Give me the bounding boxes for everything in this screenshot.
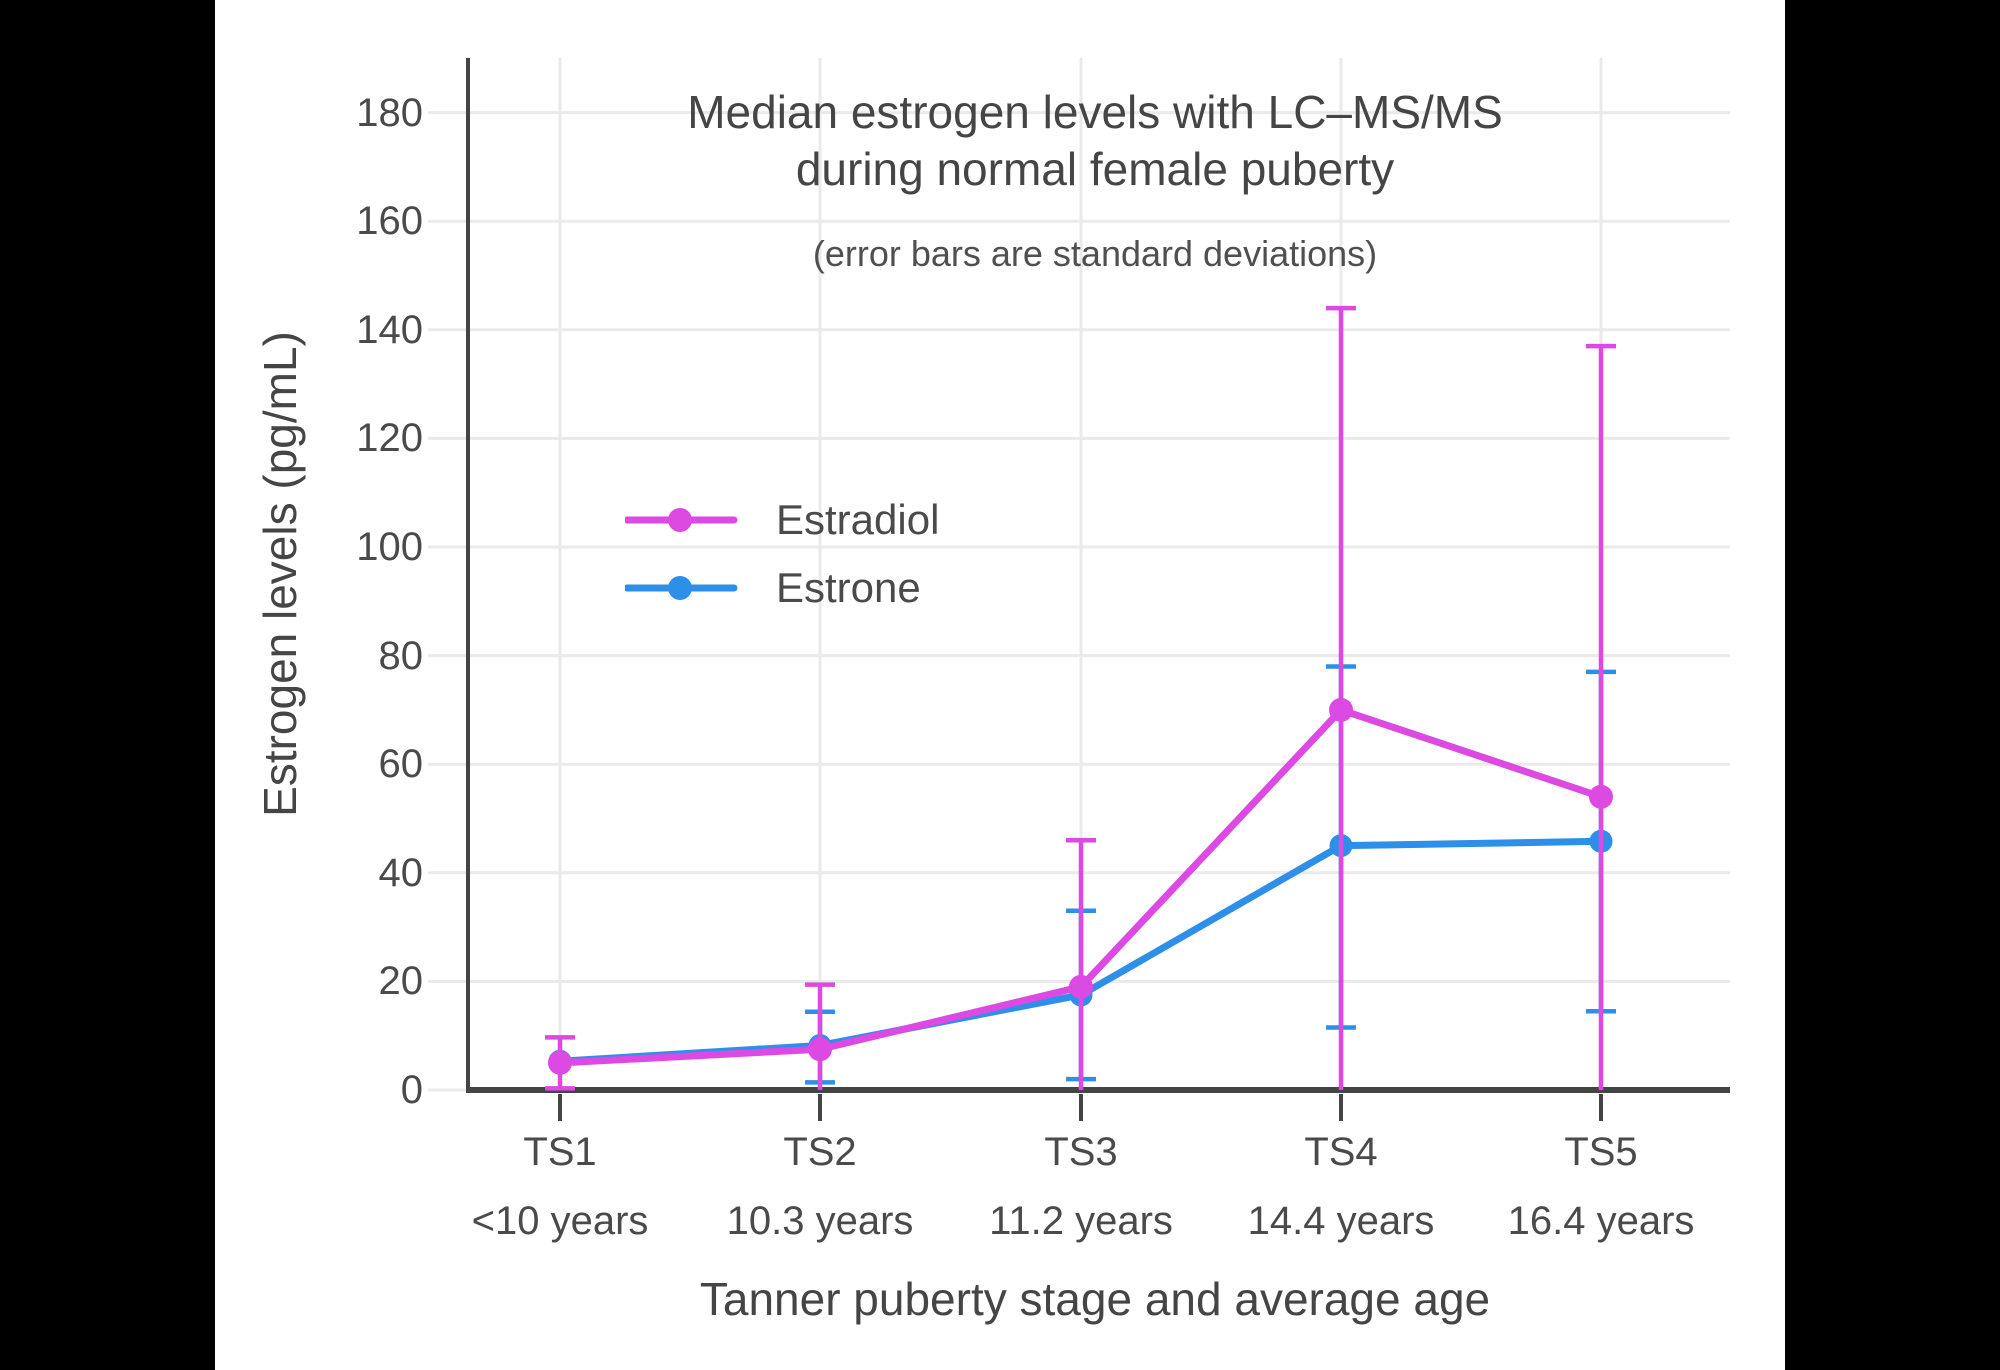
y-tick-label: 60 <box>378 742 424 787</box>
data-point-estradiol[interactable] <box>1589 784 1613 809</box>
chart-title-line2: during normal female puberty <box>795 143 1395 195</box>
legend-label-estrone: Estrone <box>776 564 921 611</box>
x-age-label: 16.4 years <box>1507 1199 1695 1243</box>
legend: Estradiol Estrone <box>625 486 939 622</box>
x-stage-label: TS4 <box>1304 1130 1378 1174</box>
chart-plot-area <box>428 58 1730 1121</box>
y-tick-label: 140 <box>356 307 423 352</box>
estrone-swatch-icon <box>625 576 738 600</box>
y-tick-label: 40 <box>378 850 424 895</box>
x-stage-label: TS5 <box>1564 1130 1638 1174</box>
x-age-label: 11.2 years <box>989 1199 1173 1243</box>
x-stage-label: TS3 <box>1044 1130 1118 1174</box>
y-tick-label: 0 <box>400 1068 423 1112</box>
x-stage-label: TS2 <box>783 1130 857 1174</box>
legend-item-estradiol[interactable]: Estradiol <box>625 486 939 554</box>
x-age-label: 14.4 years <box>1247 1199 1435 1243</box>
x-stage-label: TS1 <box>523 1130 597 1174</box>
y-tick-label: 180 <box>356 90 423 135</box>
legend-label-estradiol: Estradiol <box>776 496 940 543</box>
x-age-label: <10 years <box>471 1199 649 1243</box>
y-tick-label: 120 <box>356 416 423 461</box>
x-axis-title: Tanner puberty stage and average age <box>699 1273 1491 1325</box>
y-tick-label: 100 <box>356 525 423 569</box>
figure: Median estrogen levels with LC–MS/MS dur… <box>215 0 1785 1370</box>
y-tick-label: 20 <box>378 959 424 1004</box>
x-age-label: 10.3 years <box>726 1199 914 1243</box>
chart-subtitle: (error bars are standard deviations) <box>812 233 1378 274</box>
legend-item-estrone[interactable]: Estrone <box>625 554 939 622</box>
data-point-estradiol[interactable] <box>808 1037 832 1062</box>
estradiol-swatch-icon <box>625 508 738 532</box>
data-point-estradiol[interactable] <box>1329 697 1353 722</box>
y-tick-label: 160 <box>356 199 423 244</box>
data-point-estradiol[interactable] <box>1069 974 1093 999</box>
chart-title-line1: Median estrogen levels with LC–MS/MS <box>687 86 1503 138</box>
data-point-estradiol[interactable] <box>548 1050 572 1075</box>
y-tick-label: 80 <box>378 633 424 678</box>
